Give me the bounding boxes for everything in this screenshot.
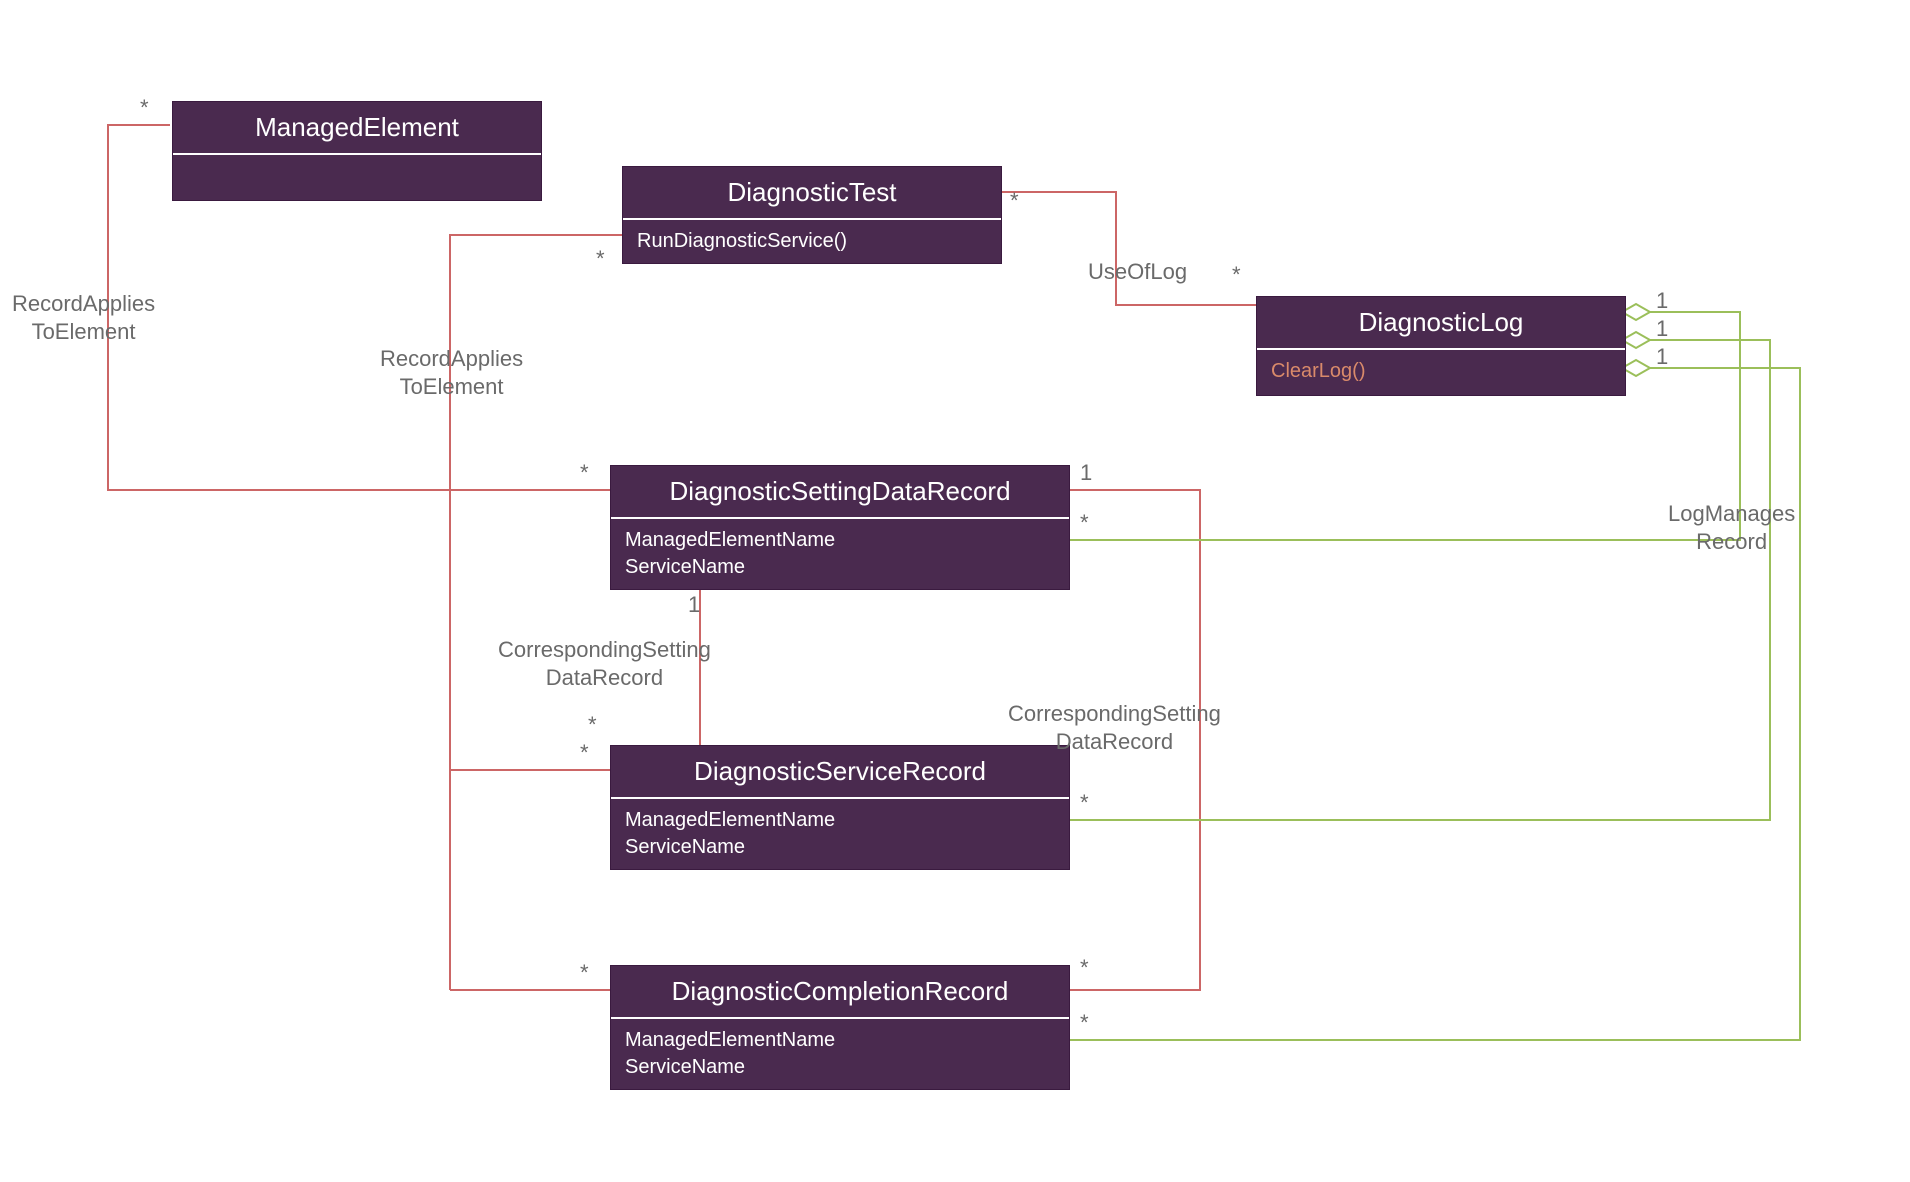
class-title: DiagnosticTest xyxy=(623,167,1001,220)
multiplicity: * xyxy=(1232,262,1241,288)
multiplicity: * xyxy=(1080,510,1089,536)
edge-label-record-applies-2: RecordAppliesToElement xyxy=(380,345,523,400)
class-title: ManagedElement xyxy=(173,102,541,155)
class-method: ClearLog() xyxy=(1271,358,1611,385)
class-method: RunDiagnosticService() xyxy=(637,228,987,255)
multiplicity: 1 xyxy=(1656,344,1668,370)
multiplicity: * xyxy=(580,740,589,766)
edge-label-record-applies-1: RecordAppliesToElement xyxy=(12,290,155,345)
class-title: DiagnosticLog xyxy=(1257,297,1625,350)
edge-label-corresponding-1: CorrespondingSettingDataRecord xyxy=(498,636,711,691)
class-body: ManagedElementName ServiceName xyxy=(611,799,1069,869)
class-body-empty xyxy=(173,155,541,199)
class-title: DiagnosticCompletionRecord xyxy=(611,966,1069,1019)
class-attribute: ServiceName xyxy=(625,1054,1055,1081)
multiplicity: * xyxy=(596,246,605,272)
class-managed-element: ManagedElement xyxy=(172,101,542,201)
class-body: ClearLog() xyxy=(1257,350,1625,393)
edge-label-use-of-log: UseOfLog xyxy=(1088,258,1187,286)
class-diagnostic-setting-data-record: DiagnosticSettingDataRecord ManagedEleme… xyxy=(610,465,1070,590)
class-attribute: ServiceName xyxy=(625,554,1055,581)
multiplicity: * xyxy=(580,960,589,986)
class-diagnostic-service-record: DiagnosticServiceRecord ManagedElementNa… xyxy=(610,745,1070,870)
multiplicity: 1 xyxy=(688,592,700,618)
class-diagnostic-completion-record: DiagnosticCompletionRecord ManagedElemen… xyxy=(610,965,1070,1090)
multiplicity: * xyxy=(1010,188,1019,214)
multiplicity: * xyxy=(1080,1010,1089,1036)
multiplicity: 1 xyxy=(1656,316,1668,342)
edge-label-corresponding-2: CorrespondingSettingDataRecord xyxy=(1008,700,1221,755)
multiplicity: * xyxy=(1080,790,1089,816)
multiplicity: 1 xyxy=(1656,288,1668,314)
class-body: ManagedElementName ServiceName xyxy=(611,519,1069,589)
class-body: RunDiagnosticService() xyxy=(623,220,1001,263)
multiplicity: * xyxy=(140,95,149,121)
multiplicity: 1 xyxy=(1080,460,1092,486)
multiplicity: * xyxy=(588,712,597,738)
class-attribute: ServiceName xyxy=(625,834,1055,861)
class-attribute: ManagedElementName xyxy=(625,1027,1055,1054)
class-attribute: ManagedElementName xyxy=(625,807,1055,834)
class-diagnostic-log: DiagnosticLog ClearLog() xyxy=(1256,296,1626,396)
class-diagnostic-test: DiagnosticTest RunDiagnosticService() xyxy=(622,166,1002,264)
class-attribute: ManagedElementName xyxy=(625,527,1055,554)
class-body: ManagedElementName ServiceName xyxy=(611,1019,1069,1089)
multiplicity: * xyxy=(580,460,589,486)
multiplicity: * xyxy=(1080,955,1089,981)
edge-label-log-manages: LogManagesRecord xyxy=(1668,500,1795,555)
class-title: DiagnosticSettingDataRecord xyxy=(611,466,1069,519)
class-title: DiagnosticServiceRecord xyxy=(611,746,1069,799)
